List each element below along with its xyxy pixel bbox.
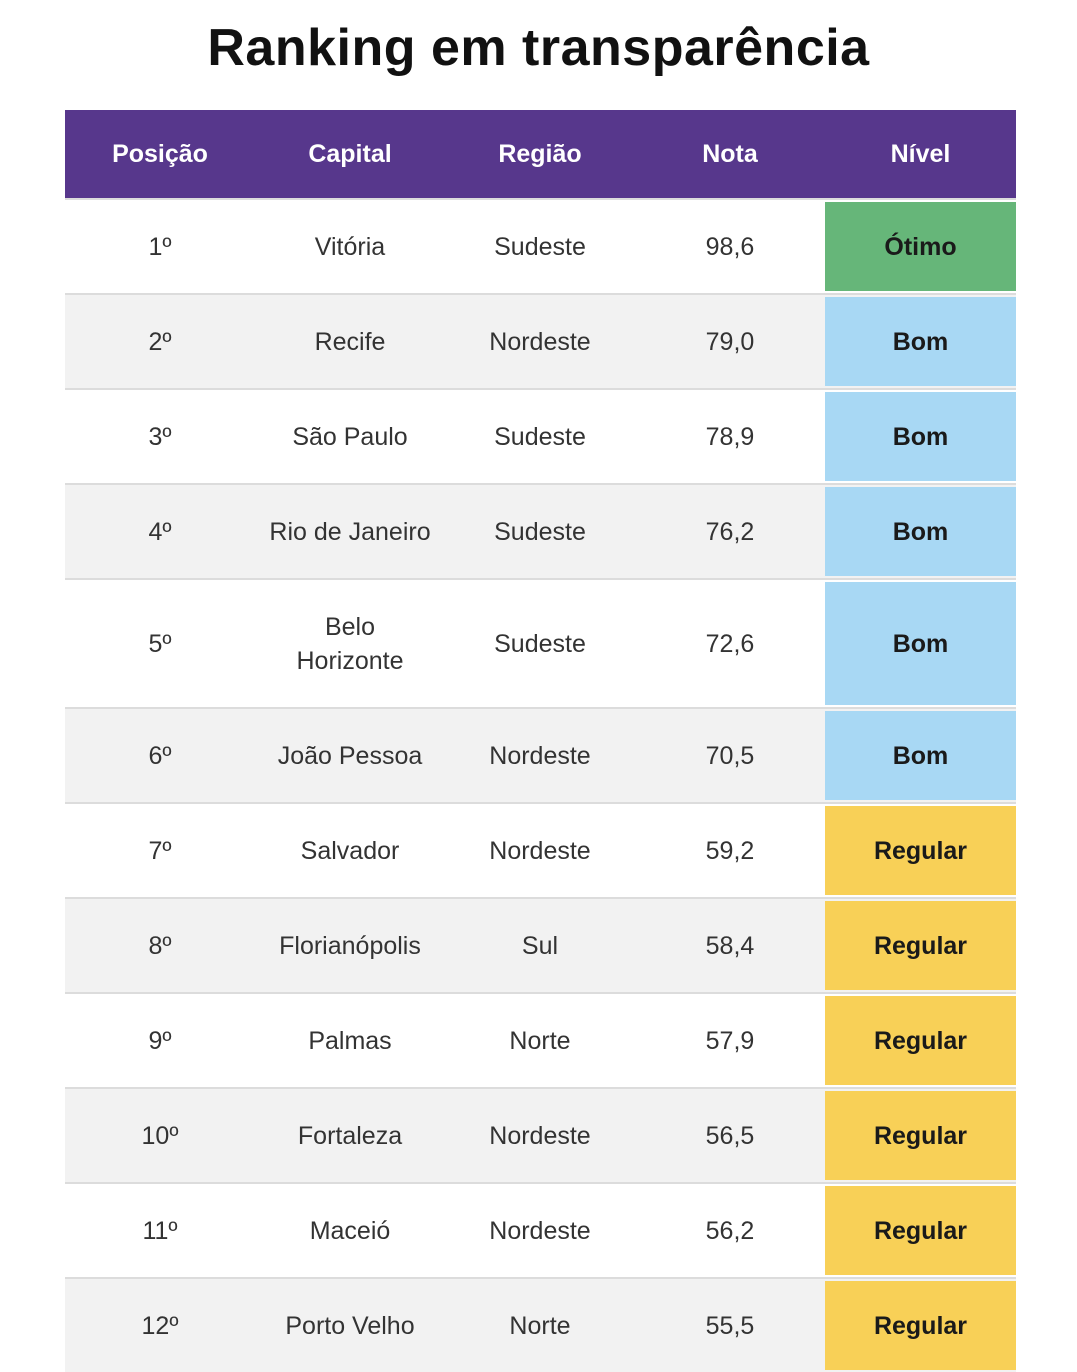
score-cell: 59,2 [705, 836, 755, 865]
capital-cell: Salvador [300, 836, 400, 865]
score-cell: 76,2 [705, 517, 755, 546]
table-row: 3º São Paulo Sudeste 78,9 Bom [65, 388, 1016, 483]
capital-cell: Belo Horizonte [255, 580, 445, 707]
ranking-table: Posição Capital Região Nota Nível 1º Vit… [65, 110, 1016, 1372]
position-cell: 12º [141, 1311, 179, 1340]
position-cell: 7º [148, 836, 172, 865]
header-capital: Capital [308, 139, 392, 168]
header-region: Região [498, 139, 582, 168]
table-row: 12º Porto Velho Norte 55,5 Regular [65, 1277, 1016, 1372]
region-cell: Norte [509, 1026, 571, 1055]
position-cell: 8º [148, 931, 172, 960]
level-badge: Ótimo [825, 202, 1016, 291]
position-cell: 6º [148, 741, 172, 770]
capital-cell: Fortaleza [297, 1121, 403, 1150]
position-cell: 2º [148, 327, 172, 356]
capital-cell: Palmas [308, 1026, 392, 1055]
capital-cell: Vitória [314, 232, 386, 261]
capital-cell: Porto Velho [285, 1311, 415, 1340]
capital-cell: Maceió [309, 1216, 391, 1245]
score-cell: 78,9 [705, 422, 755, 451]
region-cell: Nordeste [489, 327, 591, 356]
level-badge: Regular [825, 996, 1016, 1085]
header-level: Nível [890, 139, 951, 168]
table-row: 5º Belo Horizonte Sudeste 72,6 Bom [65, 578, 1016, 707]
table-row: 6º João Pessoa Nordeste 70,5 Bom [65, 707, 1016, 802]
score-cell: 72,6 [705, 629, 755, 658]
capital-cell: Rio de Janeiro [269, 517, 431, 546]
table-header: Posição Capital Região Nota Nível [65, 110, 1016, 198]
region-cell: Nordeste [489, 1121, 591, 1150]
capital-cell: Florianópolis [279, 931, 421, 960]
table-row: 4º Rio de Janeiro Sudeste 76,2 Bom [65, 483, 1016, 578]
level-badge: Regular [825, 1186, 1016, 1275]
position-cell: 5º [148, 629, 172, 658]
level-badge: Bom [825, 392, 1016, 481]
region-cell: Sul [521, 931, 559, 960]
level-badge: Bom [825, 582, 1016, 705]
level-badge: Regular [825, 901, 1016, 990]
region-cell: Sudeste [494, 232, 586, 261]
score-cell: 98,6 [705, 232, 755, 261]
level-badge: Bom [825, 487, 1016, 576]
position-cell: 11º [142, 1216, 178, 1245]
position-cell: 9º [148, 1026, 172, 1055]
table-row: 2º Recife Nordeste 79,0 Bom [65, 293, 1016, 388]
score-cell: 56,5 [705, 1121, 755, 1150]
region-cell: Sudeste [494, 629, 586, 658]
level-badge: Regular [825, 1091, 1016, 1180]
score-cell: 56,2 [705, 1216, 755, 1245]
position-cell: 10º [141, 1121, 179, 1150]
level-badge: Regular [825, 806, 1016, 895]
level-badge: Bom [825, 297, 1016, 386]
table-row: 8º Florianópolis Sul 58,4 Regular [65, 897, 1016, 992]
score-cell: 79,0 [705, 327, 755, 356]
page-title: Ranking em transparência [207, 19, 870, 77]
capital-cell: João Pessoa [277, 741, 423, 770]
region-cell: Nordeste [489, 836, 591, 865]
score-cell: 55,5 [705, 1311, 755, 1340]
score-cell: 57,9 [705, 1026, 755, 1055]
capital-cell: São Paulo [292, 422, 408, 451]
score-cell: 58,4 [705, 931, 755, 960]
region-cell: Nordeste [489, 1216, 591, 1245]
table-row: 10º Fortaleza Nordeste 56,5 Regular [65, 1087, 1016, 1182]
table-row: 11º Maceió Nordeste 56,2 Regular [65, 1182, 1016, 1277]
table-row: 9º Palmas Norte 57,9 Regular [65, 992, 1016, 1087]
region-cell: Nordeste [489, 741, 591, 770]
header-score: Nota [702, 139, 758, 168]
level-badge: Bom [825, 711, 1016, 800]
score-cell: 70,5 [705, 741, 755, 770]
header-position: Posição [112, 139, 208, 168]
table-row: 7º Salvador Nordeste 59,2 Regular [65, 802, 1016, 897]
capital-cell: Recife [314, 327, 386, 356]
capital-text: Belo Horizonte [296, 612, 404, 675]
position-cell: 1º [148, 232, 172, 261]
region-cell: Norte [509, 1311, 571, 1340]
region-cell: Sudeste [494, 422, 586, 451]
level-badge: Regular [825, 1281, 1016, 1370]
table-row: 1º Vitória Sudeste 98,6 Ótimo [65, 198, 1016, 293]
position-cell: 3º [148, 422, 172, 451]
region-cell: Sudeste [494, 517, 586, 546]
position-cell: 4º [148, 517, 172, 546]
